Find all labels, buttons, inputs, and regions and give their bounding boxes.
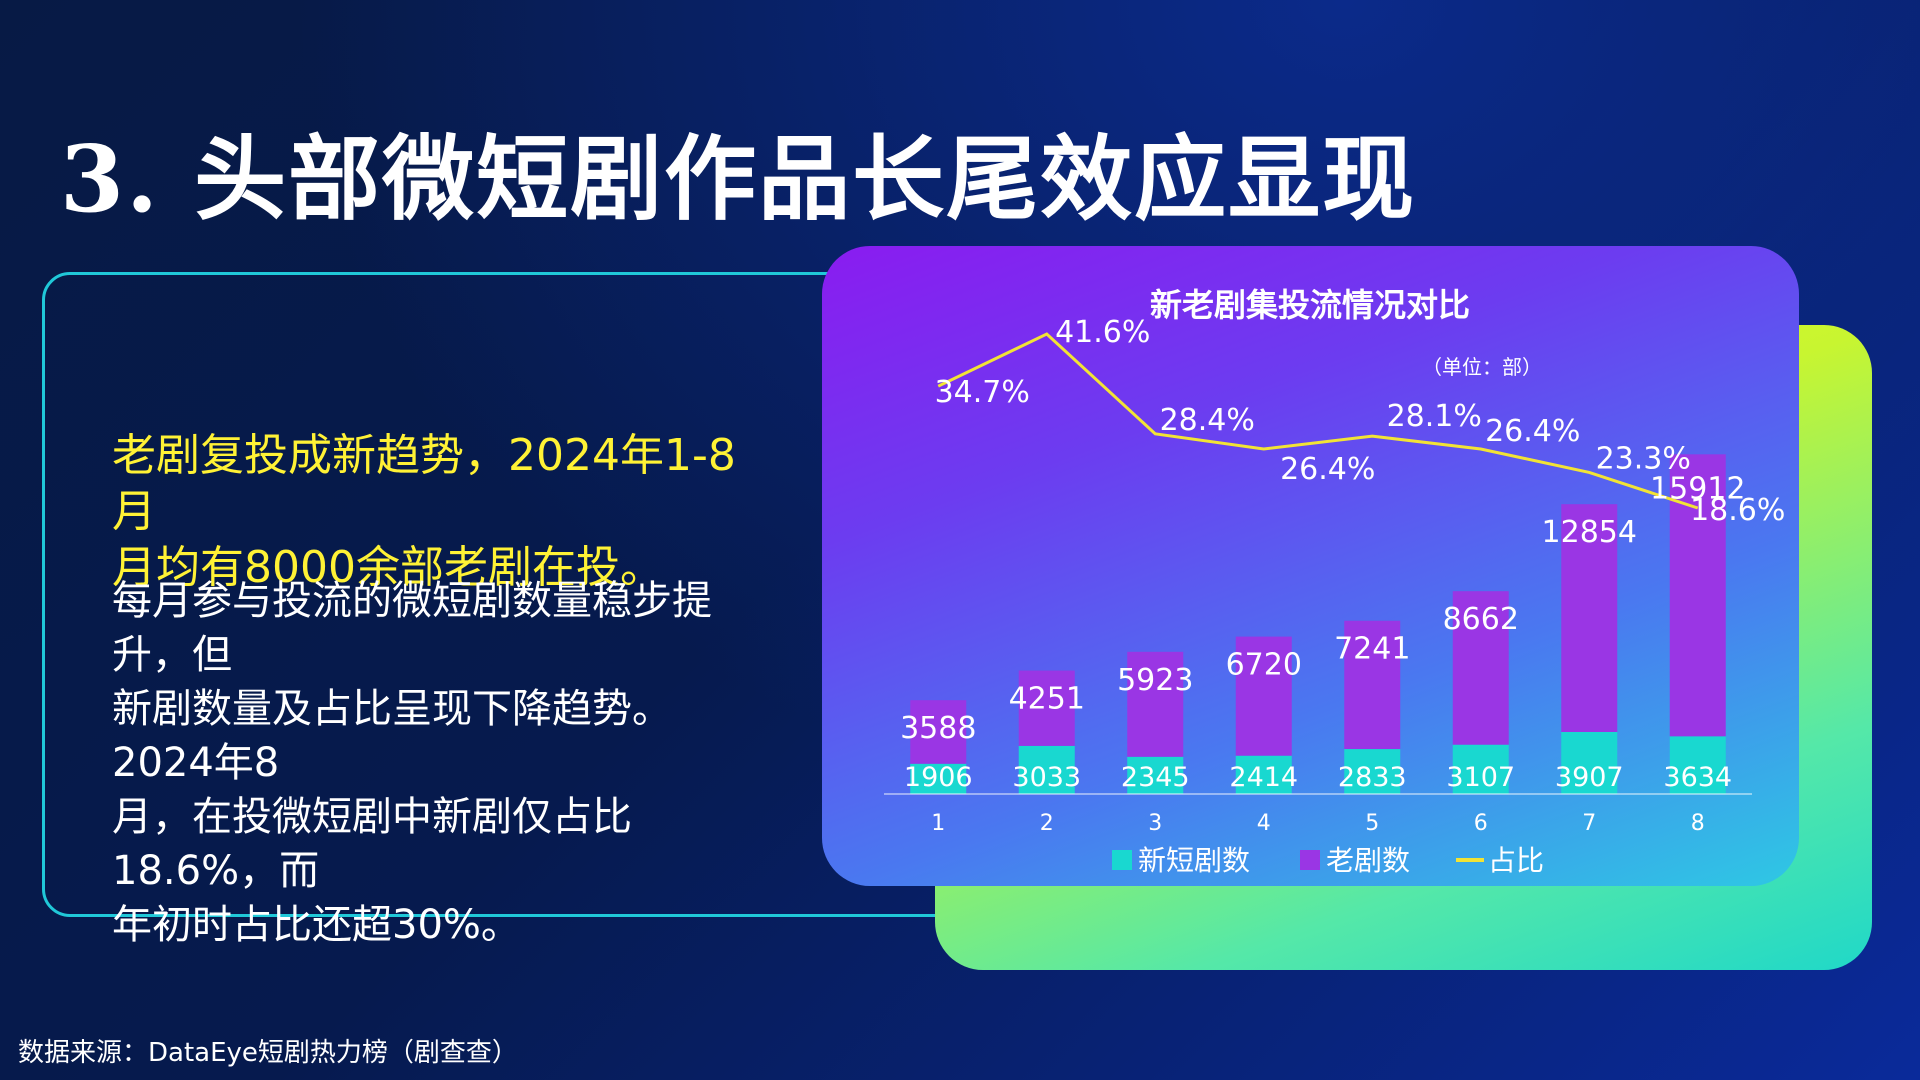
bar-old-5	[1344, 620, 1401, 750]
ratio-value-label: 28.4%	[1160, 403, 1255, 438]
x-tick-label: 5	[1365, 811, 1379, 836]
body-line: 月，在投微短剧中新剧仅占比18.6%，而	[112, 794, 632, 894]
chart: 新老剧集投流情况对比 （单位：部） 1906 3588 1 3033 4251 2 2345 59…	[884, 286, 1785, 877]
ratio-value-label: 28.1%	[1387, 399, 1482, 434]
chart-card: 新老剧集投流情况对比 （单位：部） 1906 3588 1 3033 4251 2 2345 59…	[822, 246, 1799, 886]
slide-title: 3. 头部微短剧作品长尾效应显现	[60, 125, 1417, 233]
x-tick-label: 3	[1148, 811, 1162, 836]
old-value-label: 4251	[1009, 682, 1085, 717]
new-value-label: 3907	[1555, 762, 1624, 793]
bar-new-5	[1344, 749, 1401, 794]
bar-new-6	[1452, 744, 1509, 794]
legend-label-ratio: 占比	[1488, 844, 1544, 877]
bar-old-1	[910, 700, 967, 764]
old-value-label: 15912	[1650, 471, 1745, 506]
ratio-value-label: 18.6%	[1690, 493, 1785, 528]
x-tick-label: 8	[1691, 811, 1705, 836]
legend-label-old: 老剧数	[1326, 844, 1410, 877]
new-value-label: 1906	[904, 762, 973, 793]
old-value-label: 3588	[900, 711, 976, 746]
new-value-label: 3107	[1446, 762, 1515, 793]
legend-swatch-new	[1112, 850, 1132, 870]
bar-new-8	[1669, 736, 1726, 794]
highlight-line: 老剧复投成新趋势，2024年1-8月	[112, 430, 736, 537]
body-text: 每月参与投流的微短剧数量稳步提升，但 新剧数量及占比呈现下降趋势。2024年8 …	[112, 574, 762, 952]
highlight-text: 老剧复投成新趋势，2024年1-8月 月均有8000余部老剧在投。	[112, 428, 762, 596]
body-line: 每月参与投流的微短剧数量稳步提升，但	[112, 578, 712, 678]
old-value-label: 6720	[1226, 648, 1302, 683]
x-tick-label: 1	[931, 811, 945, 836]
new-value-label: 3033	[1012, 762, 1081, 793]
bar-old-7	[1561, 504, 1618, 732]
bar-new-4	[1235, 755, 1292, 794]
new-value-label: 3634	[1663, 762, 1732, 793]
x-tick-label: 7	[1582, 811, 1596, 836]
x-tick-label: 2	[1040, 811, 1054, 836]
old-value-label: 5923	[1117, 663, 1193, 698]
highlight-line: 月均有8000余部老剧在投。	[112, 542, 664, 593]
body-line: 年初时占比还超30%。	[112, 902, 521, 948]
data-source: 数据来源：DataEye短剧热力榜（剧查查）	[18, 1038, 518, 1068]
ratio-line	[937, 332, 1699, 510]
old-value-label: 12854	[1542, 515, 1637, 550]
new-value-label: 2345	[1121, 762, 1190, 793]
x-tick-label: 6	[1474, 811, 1488, 836]
x-tick-label: 4	[1257, 811, 1271, 836]
ratio-value-label: 34.7%	[935, 375, 1030, 410]
chart-title: 新老剧集投流情况对比	[1150, 286, 1470, 324]
bar-new-3	[1127, 756, 1184, 794]
bar-new-2	[1018, 745, 1075, 794]
ratio-value-label: 26.4%	[1280, 452, 1375, 487]
new-value-label: 2414	[1229, 762, 1298, 793]
bar-new-1	[910, 763, 967, 794]
bar-old-6	[1452, 591, 1509, 745]
chart-unit: （单位：部）	[1422, 355, 1542, 379]
bar-new-7	[1561, 732, 1618, 794]
legend-swatch-old	[1300, 850, 1320, 870]
old-value-label: 7241	[1334, 632, 1410, 667]
legend-label-new: 新短剧数	[1138, 844, 1250, 877]
old-value-label: 8662	[1443, 602, 1519, 637]
ratio-value-label: 41.6%	[1055, 315, 1150, 350]
bar-old-3	[1127, 651, 1184, 757]
new-value-label: 2833	[1338, 762, 1407, 793]
ratio-value-label: 26.4%	[1485, 414, 1580, 449]
bar-old-2	[1018, 670, 1075, 746]
bar-old-4	[1235, 636, 1292, 756]
body-line: 新剧数量及占比呈现下降趋势。2024年8	[112, 686, 672, 786]
ratio-value-label: 23.3%	[1596, 441, 1691, 476]
